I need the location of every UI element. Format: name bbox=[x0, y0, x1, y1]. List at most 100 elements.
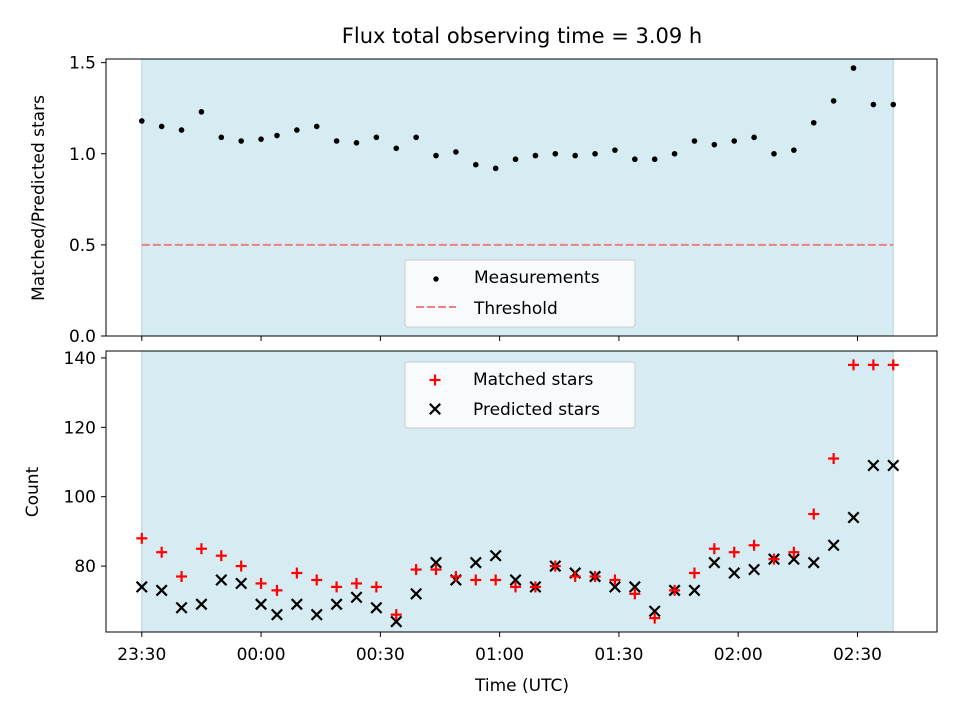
x-stroke bbox=[255, 598, 268, 611]
matched-point bbox=[156, 546, 168, 558]
measurement-point bbox=[313, 123, 320, 130]
predicted-point bbox=[748, 563, 761, 576]
matched-point bbox=[331, 581, 343, 593]
measurement-point bbox=[294, 127, 300, 133]
measurement-point bbox=[198, 109, 205, 115]
y-tick-label: 1.0 bbox=[69, 145, 96, 165]
measurement-point bbox=[771, 150, 777, 157]
x-stroke bbox=[469, 556, 482, 569]
predicted-point bbox=[827, 539, 840, 552]
x-stroke bbox=[430, 556, 442, 569]
bottom-y-axis-label: Count bbox=[23, 466, 43, 517]
matched-point bbox=[529, 581, 541, 593]
bottom-legend-frame bbox=[404, 361, 636, 429]
measurement-point bbox=[810, 119, 817, 126]
predicted-point bbox=[390, 615, 403, 628]
predicted-point bbox=[787, 553, 800, 566]
matched-point bbox=[708, 543, 720, 555]
matched-point bbox=[176, 570, 188, 582]
matched-point bbox=[136, 532, 148, 544]
y-tick-label: 0.5 bbox=[69, 236, 96, 256]
bottom-y-axis: 80 100 120 140 bbox=[64, 349, 106, 577]
matched-point bbox=[649, 612, 661, 624]
x-stroke bbox=[787, 553, 800, 566]
measurement-point bbox=[592, 150, 598, 157]
predicted-point bbox=[270, 608, 283, 621]
measurement-point bbox=[870, 101, 877, 108]
measurement-point bbox=[612, 147, 618, 153]
y-tick-label: 80 bbox=[74, 557, 96, 577]
x-stroke bbox=[135, 580, 148, 593]
measurement-point bbox=[472, 161, 479, 168]
matched-point bbox=[788, 546, 800, 558]
x-stroke bbox=[429, 403, 441, 415]
x-tick-label: 01:30 bbox=[594, 645, 643, 665]
matched-point bbox=[490, 574, 502, 586]
matched-point bbox=[549, 560, 561, 572]
x-stroke bbox=[175, 601, 188, 614]
chart-title: Flux total observing time = 3.09 h bbox=[342, 24, 702, 48]
predicted-point bbox=[410, 587, 423, 600]
bottom-legend: Matched stars Predicted stars bbox=[404, 361, 636, 429]
predicted-point bbox=[469, 556, 482, 569]
measurement-point bbox=[258, 136, 264, 142]
matched-stars-series bbox=[136, 359, 899, 624]
measurement-point bbox=[238, 138, 244, 144]
legend-plus-marker bbox=[429, 374, 441, 386]
matched-point bbox=[688, 567, 700, 579]
top-y-axis: 0.0 0.5 1.0 1.5 bbox=[69, 54, 106, 347]
measurement-point bbox=[453, 149, 459, 155]
measurement-point bbox=[632, 156, 638, 163]
top-legend-frame bbox=[404, 259, 636, 328]
x-tick-label: 23:30 bbox=[117, 645, 166, 665]
matched-point bbox=[195, 543, 207, 555]
measurement-point bbox=[691, 138, 698, 144]
measurement-point bbox=[274, 132, 280, 139]
predicted-point bbox=[489, 549, 502, 562]
legend-label-predicted: Predicted stars bbox=[473, 400, 600, 420]
matched-point bbox=[848, 359, 860, 371]
x-stroke bbox=[330, 598, 343, 611]
matched-point bbox=[271, 584, 283, 596]
predicted-point bbox=[847, 511, 860, 524]
legend-marker-matched bbox=[429, 374, 441, 386]
x-stroke bbox=[728, 567, 741, 580]
matched-point bbox=[470, 574, 482, 586]
matched-point bbox=[370, 581, 382, 593]
matched-point bbox=[768, 553, 780, 565]
predicted-point bbox=[509, 573, 522, 586]
matched-point bbox=[215, 550, 227, 562]
predicted-point bbox=[628, 580, 641, 593]
x-stroke bbox=[390, 615, 403, 628]
predicted-point bbox=[290, 598, 303, 611]
y-tick-label: 120 bbox=[64, 418, 96, 438]
x-stroke bbox=[310, 608, 323, 621]
x-axis-label: Time (UTC) bbox=[474, 676, 569, 696]
predicted-point bbox=[195, 598, 208, 611]
x-stroke bbox=[628, 580, 641, 593]
predicted-point bbox=[155, 584, 168, 597]
top-legend: Measurements Threshold bbox=[404, 259, 636, 328]
measurement-point bbox=[512, 156, 519, 163]
predicted-point bbox=[430, 556, 442, 569]
x-stroke bbox=[748, 563, 761, 576]
predicted-point bbox=[135, 580, 148, 593]
matched-point bbox=[569, 570, 581, 582]
x-tick-label: 00:00 bbox=[237, 645, 286, 665]
x-stroke bbox=[867, 459, 880, 472]
matched-point bbox=[867, 359, 879, 371]
measurement-point bbox=[433, 152, 439, 159]
predicted-point bbox=[807, 556, 820, 569]
y-tick-label: 140 bbox=[64, 349, 96, 369]
legend-label-measurements: Measurements bbox=[474, 268, 600, 288]
measurement-point bbox=[353, 140, 360, 146]
x-stroke bbox=[807, 556, 820, 569]
measurement-point bbox=[413, 134, 419, 141]
predicted-point bbox=[608, 580, 621, 593]
top-y-axis-label: Matched/Predicted stars bbox=[29, 95, 49, 301]
legend-label-matched: Matched stars bbox=[473, 370, 593, 390]
matched-point bbox=[350, 577, 362, 589]
matched-point bbox=[609, 574, 621, 586]
matched-point bbox=[430, 564, 442, 576]
